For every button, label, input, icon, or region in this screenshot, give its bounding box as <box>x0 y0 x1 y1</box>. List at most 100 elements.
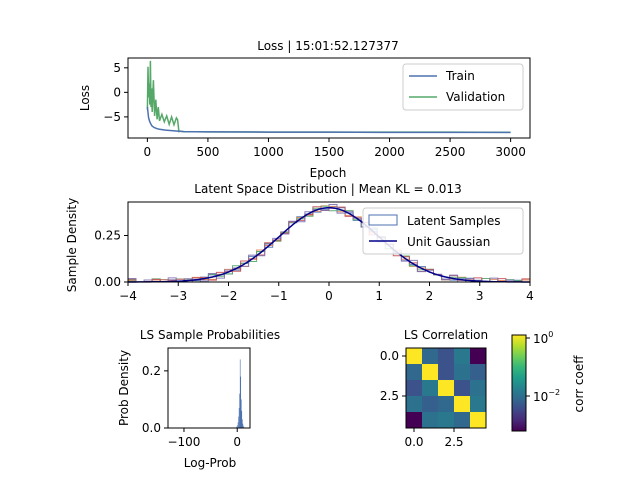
latent-ylabel: Sample Density <box>65 198 79 292</box>
logprob-bar <box>240 376 242 428</box>
logprob-bar <box>240 399 242 428</box>
correlation-cell <box>406 396 422 412</box>
logprob-bar <box>239 359 241 428</box>
correlation-cell <box>438 380 454 396</box>
correlation-cell <box>406 348 422 364</box>
latent-xtick-label: 0 <box>325 289 333 303</box>
latent-xtick-label: 3 <box>476 289 484 303</box>
loss-ytick-label: −5 <box>103 110 121 124</box>
loss-ylabel: Loss <box>78 85 92 111</box>
loss-xtick-label: 500 <box>196 145 219 159</box>
correlation-ytick-label: 0.0 <box>380 349 399 363</box>
correlation-cell <box>454 396 470 412</box>
correlation-cell <box>470 396 486 412</box>
legend-unit-gaussian-label: Unit Gaussian <box>407 235 490 249</box>
latent-title: Latent Space Distribution | Mean KL = 0.… <box>194 182 461 196</box>
logprob-axes-frame <box>167 347 251 429</box>
correlation-cell <box>406 412 422 428</box>
loss-xtick-label: 1500 <box>314 145 345 159</box>
colorbar-tick-top-label: 100 <box>533 330 553 346</box>
logprob-bar <box>238 416 239 428</box>
correlation-cell <box>438 364 454 380</box>
correlation-axes: 0.0 2.5 0.0 2.5 <box>380 349 464 449</box>
legend-latent-samples-swatch <box>368 214 398 226</box>
loss-plot-area <box>146 60 511 134</box>
logprob-bar <box>242 419 243 428</box>
correlation-cell <box>422 348 438 364</box>
logprob-bar <box>237 425 238 428</box>
loss-title: Loss | 15:01:52.127377 <box>257 39 399 53</box>
loss-legend: Train Validation <box>402 63 524 111</box>
logprob-ytick-label: 0.2 <box>142 364 161 378</box>
correlation-cell <box>454 364 470 380</box>
correlation-cell <box>422 396 438 412</box>
latent-legend-box <box>362 207 524 255</box>
logprob-bar <box>237 422 239 428</box>
colorbar-tick-mid-label: 10−2 <box>533 388 560 404</box>
loss-axes: 0 500 1000 1500 2000 2500 3000 5 0 −5 <box>103 61 526 159</box>
latent-xtick-label: 2 <box>426 289 434 303</box>
legend-train-label: Train <box>445 69 475 83</box>
correlation-cell <box>470 364 486 380</box>
loss-xtick-label: 2500 <box>435 145 466 159</box>
latent-xtick-label: −3 <box>169 289 187 303</box>
logprob-xtick-label: 0 <box>233 435 241 449</box>
logprob-panel: LS Sample Probabilities −100 0 0.0 0.2 Log-… <box>117 328 280 470</box>
latent-ytick-label: 0.25 <box>94 228 121 242</box>
logprob-bar <box>243 425 244 428</box>
latent-legend: Latent Samples Unit Gaussian <box>362 207 524 255</box>
logprob-axes: −100 0 0.0 0.2 <box>142 364 241 449</box>
latent-panel: Latent Space Distribution | Mean KL = 0.… <box>65 182 534 303</box>
correlation-cell <box>470 412 486 428</box>
correlation-cell <box>422 412 438 428</box>
latent-axes: −4 −3 −2 −1 0 1 2 3 4 0.00 0.25 <box>94 228 534 303</box>
colorbar-label: corr coeff <box>572 355 586 413</box>
latent-xtick-label: −2 <box>220 289 238 303</box>
unit-gaussian-curve <box>128 207 530 283</box>
logprob-bar <box>241 410 243 428</box>
correlation-cell <box>454 348 470 364</box>
loss-panel: Loss | 15:01:52.127377 0 500 1000 1500 2000 2… <box>78 39 531 180</box>
correlation-cell <box>438 396 454 412</box>
correlation-cell <box>406 364 422 380</box>
latent-xtick-label: 4 <box>526 289 534 303</box>
correlation-heatmap <box>406 348 486 428</box>
logprob-bar <box>242 423 244 428</box>
loss-xtick-label: 2000 <box>374 145 405 159</box>
correlation-xtick-label: 0.0 <box>404 435 423 449</box>
correlation-cell <box>470 348 486 364</box>
colorbar-gradient <box>511 334 527 432</box>
loss-xtick-label: 0 <box>144 145 152 159</box>
logprob-bar <box>239 393 240 428</box>
loss-ytick-label: 5 <box>113 61 121 75</box>
correlation-ytick-label: 2.5 <box>380 389 399 403</box>
latent-xtick-label: 1 <box>375 289 383 303</box>
logprob-xlabel: Log-Prob <box>184 456 236 470</box>
correlation-cell <box>438 412 454 428</box>
logprob-xtick-label: −100 <box>167 435 200 449</box>
legend-validation-label: Validation <box>446 90 505 104</box>
logprob-title: LS Sample Probabilities <box>140 328 280 342</box>
loss-xlabel: Epoch <box>310 166 347 180</box>
correlation-cell <box>438 348 454 364</box>
loss-xtick-label: 1000 <box>253 145 284 159</box>
latent-xtick-label: −1 <box>270 289 288 303</box>
logprob-ylabel: Prob Density <box>117 350 131 426</box>
correlation-cell <box>422 380 438 396</box>
correlation-cell <box>454 412 470 428</box>
latent-ytick-label: 0.00 <box>94 275 121 289</box>
correlation-cell <box>454 380 470 396</box>
loss-ytick-label: 0 <box>113 85 121 99</box>
correlation-cell <box>406 380 422 396</box>
logprob-bar <box>238 408 240 428</box>
correlation-title: LS Correlation <box>404 328 488 342</box>
legend-latent-samples-label: Latent Samples <box>407 214 501 228</box>
logprob-ytick-label: 0.0 <box>142 421 161 435</box>
loss-line-train <box>146 107 511 134</box>
correlation-cell <box>422 364 438 380</box>
loss-xtick-label: 3000 <box>495 145 526 159</box>
correlation-axes-frame <box>405 347 487 429</box>
correlation-panel: LS Correlation 0.0 2.5 0.0 2.5 100 10−2 cor… <box>380 328 586 449</box>
logprob-bar <box>236 426 237 428</box>
